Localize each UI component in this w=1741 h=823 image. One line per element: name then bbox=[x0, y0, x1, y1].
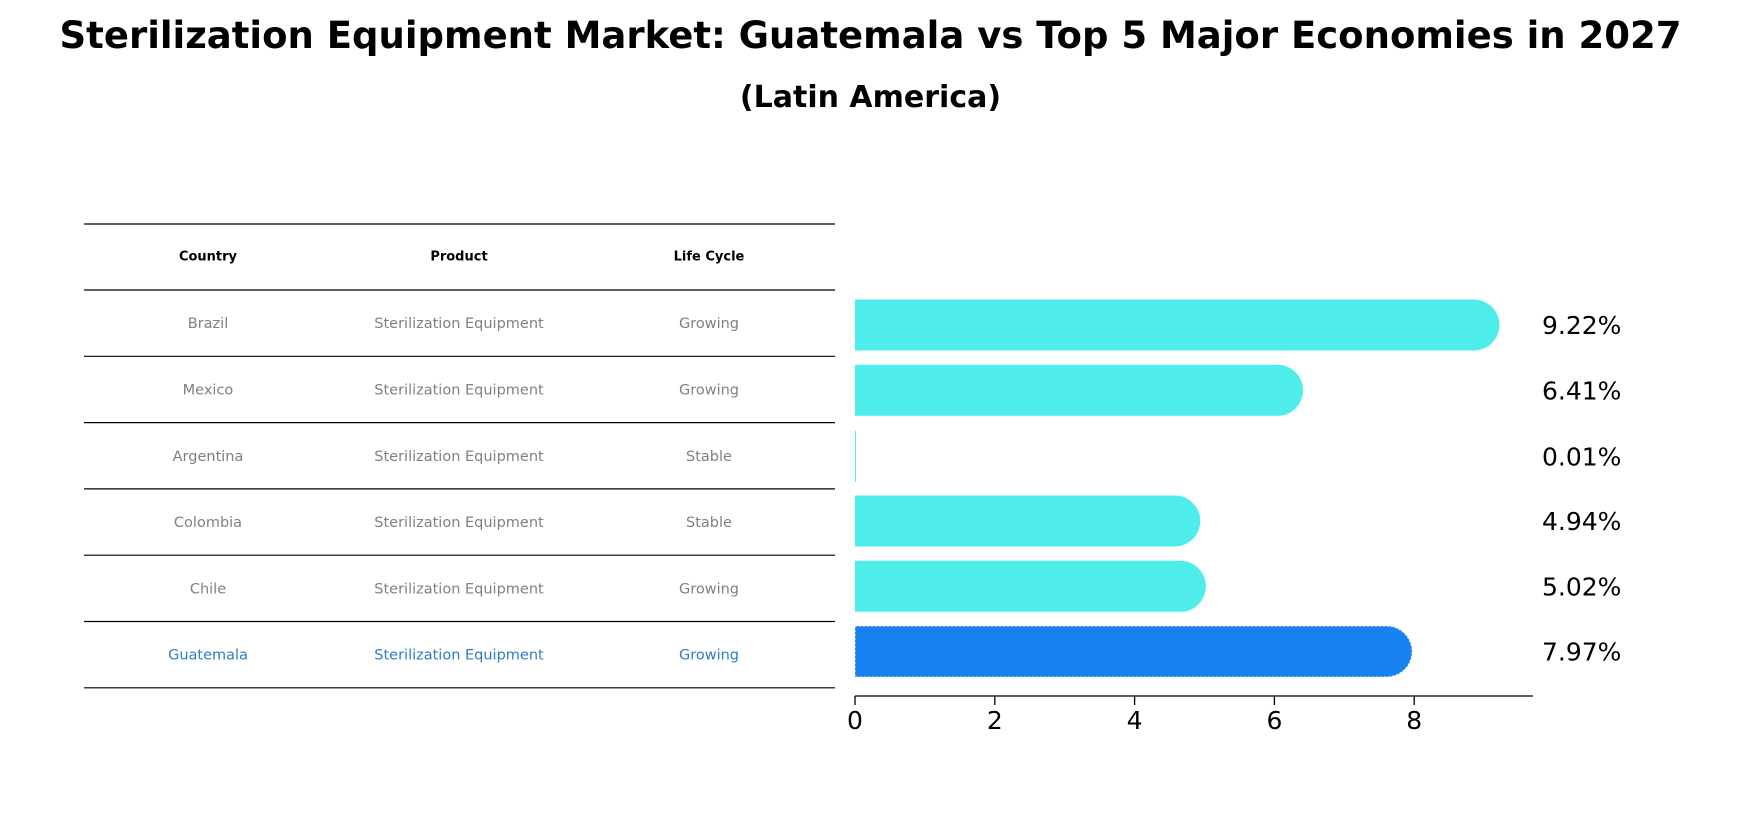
x-tick-label: 2 bbox=[987, 706, 1003, 735]
table-cell: Guatemala bbox=[168, 648, 248, 664]
bar bbox=[855, 430, 856, 482]
table-cell: Stable bbox=[686, 449, 732, 465]
bar bbox=[855, 495, 1201, 547]
table-cell: Sterilization Equipment bbox=[374, 449, 544, 465]
x-axis: 0 2 4 6 8 bbox=[847, 695, 1534, 735]
table-cell: Sterilization Equipment bbox=[374, 382, 544, 398]
x-tick-label: 6 bbox=[1266, 706, 1282, 735]
table-cell: Stable bbox=[686, 515, 732, 531]
x-tick-label: 8 bbox=[1406, 706, 1422, 735]
x-tick-label: 0 bbox=[847, 706, 863, 735]
x-tick-label: 4 bbox=[1127, 706, 1143, 735]
table-cell: Growing bbox=[679, 382, 739, 398]
data-label: 7.97% bbox=[1542, 638, 1621, 667]
table-header-cell: Product bbox=[430, 250, 487, 265]
data-label: 5.02% bbox=[1542, 572, 1621, 601]
bar bbox=[855, 364, 1304, 416]
table-cell: Growing bbox=[679, 648, 739, 664]
data-table: Country Product Life Cycle Brazil Sterilizat… bbox=[84, 223, 835, 689]
table-cell: Growing bbox=[679, 581, 739, 597]
bar bbox=[855, 299, 1500, 351]
table-cell: Colombia bbox=[174, 515, 242, 531]
bar bbox=[855, 560, 1206, 612]
data-label: 4.94% bbox=[1542, 507, 1621, 536]
table-cell: Chile bbox=[190, 581, 226, 597]
chart-subtitle: (Latin America) bbox=[739, 80, 1002, 115]
chart-title: Sterilization Equipment Market: Guatemal… bbox=[59, 14, 1682, 57]
table-cell: Sterilization Equipment bbox=[374, 581, 544, 597]
table-cell: Argentina bbox=[173, 449, 244, 465]
table-header-cell: Country bbox=[179, 250, 238, 265]
table-header-cell: Life Cycle bbox=[674, 250, 745, 265]
bar-highlight-outline bbox=[854, 625, 1413, 678]
table-cell: Sterilization Equipment bbox=[374, 648, 544, 664]
data-label: 9.22% bbox=[1542, 311, 1621, 340]
table-cell: Sterilization Equipment bbox=[374, 515, 544, 531]
table-cell: Mexico bbox=[183, 382, 234, 398]
table-cell: Growing bbox=[679, 316, 739, 332]
data-label: 0.01% bbox=[1542, 442, 1621, 471]
bar-series: 9.22% 6.41% 0.01% 4.94% 5.02% 7.97% bbox=[854, 299, 1621, 678]
bar-highlight bbox=[855, 626, 1413, 677]
table-cell: Sterilization Equipment bbox=[374, 316, 544, 332]
data-label: 6.41% bbox=[1542, 376, 1621, 405]
table-cell: Brazil bbox=[188, 316, 228, 332]
